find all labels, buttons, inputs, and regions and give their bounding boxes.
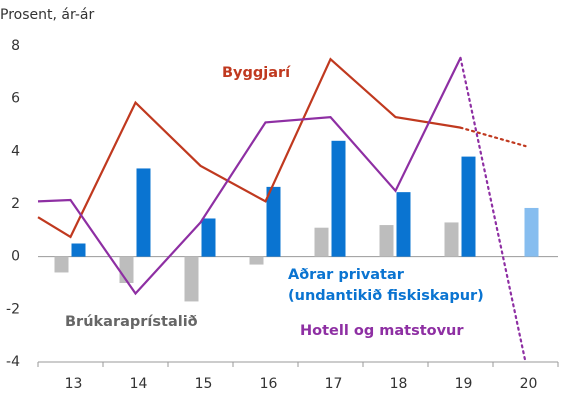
bar: [71, 243, 86, 257]
bar: [379, 225, 394, 257]
bar: [331, 140, 346, 257]
x-tick-label: 19: [455, 376, 473, 392]
x-tick-label: 16: [260, 376, 278, 392]
bar: [396, 192, 411, 257]
series-label: (undantikið fiskiskapur): [288, 288, 484, 304]
y-tick-label: 0: [11, 249, 20, 265]
bar: [184, 256, 199, 302]
bar: [266, 186, 281, 257]
y-tick-label: -4: [6, 354, 20, 370]
x-tick-label: 14: [130, 376, 148, 392]
line: [37, 57, 462, 296]
forecast-line: [459, 56, 527, 364]
series-label: Byggjarí: [222, 65, 291, 81]
x-tick-label: 20: [520, 376, 538, 392]
x-tick-label: 13: [65, 376, 83, 392]
series-label: Brúkaraprístalið: [65, 314, 198, 330]
series-label: Hotell og matstovur: [300, 323, 464, 339]
x-tick-label: 17: [325, 376, 343, 392]
bar: [444, 222, 459, 257]
bar: [249, 256, 264, 265]
bar: [136, 168, 151, 257]
y-tick-label: 6: [11, 91, 20, 107]
x-tick-label: 18: [390, 376, 408, 392]
bar: [314, 227, 329, 257]
y-tick-label: 2: [11, 196, 20, 212]
bar: [201, 218, 216, 257]
x-tick-label: 15: [195, 376, 213, 392]
bar: [54, 256, 69, 273]
bar: [524, 207, 539, 257]
y-tick-label: 4: [11, 143, 20, 159]
bar: [461, 156, 476, 257]
y-axis-title: Prosent, ár-ár: [0, 7, 94, 23]
forecast-line: [459, 126, 527, 148]
y-tick-label: -2: [6, 301, 20, 317]
y-tick-label: 8: [11, 38, 20, 54]
series-label: Aðrar privatar: [288, 267, 405, 283]
